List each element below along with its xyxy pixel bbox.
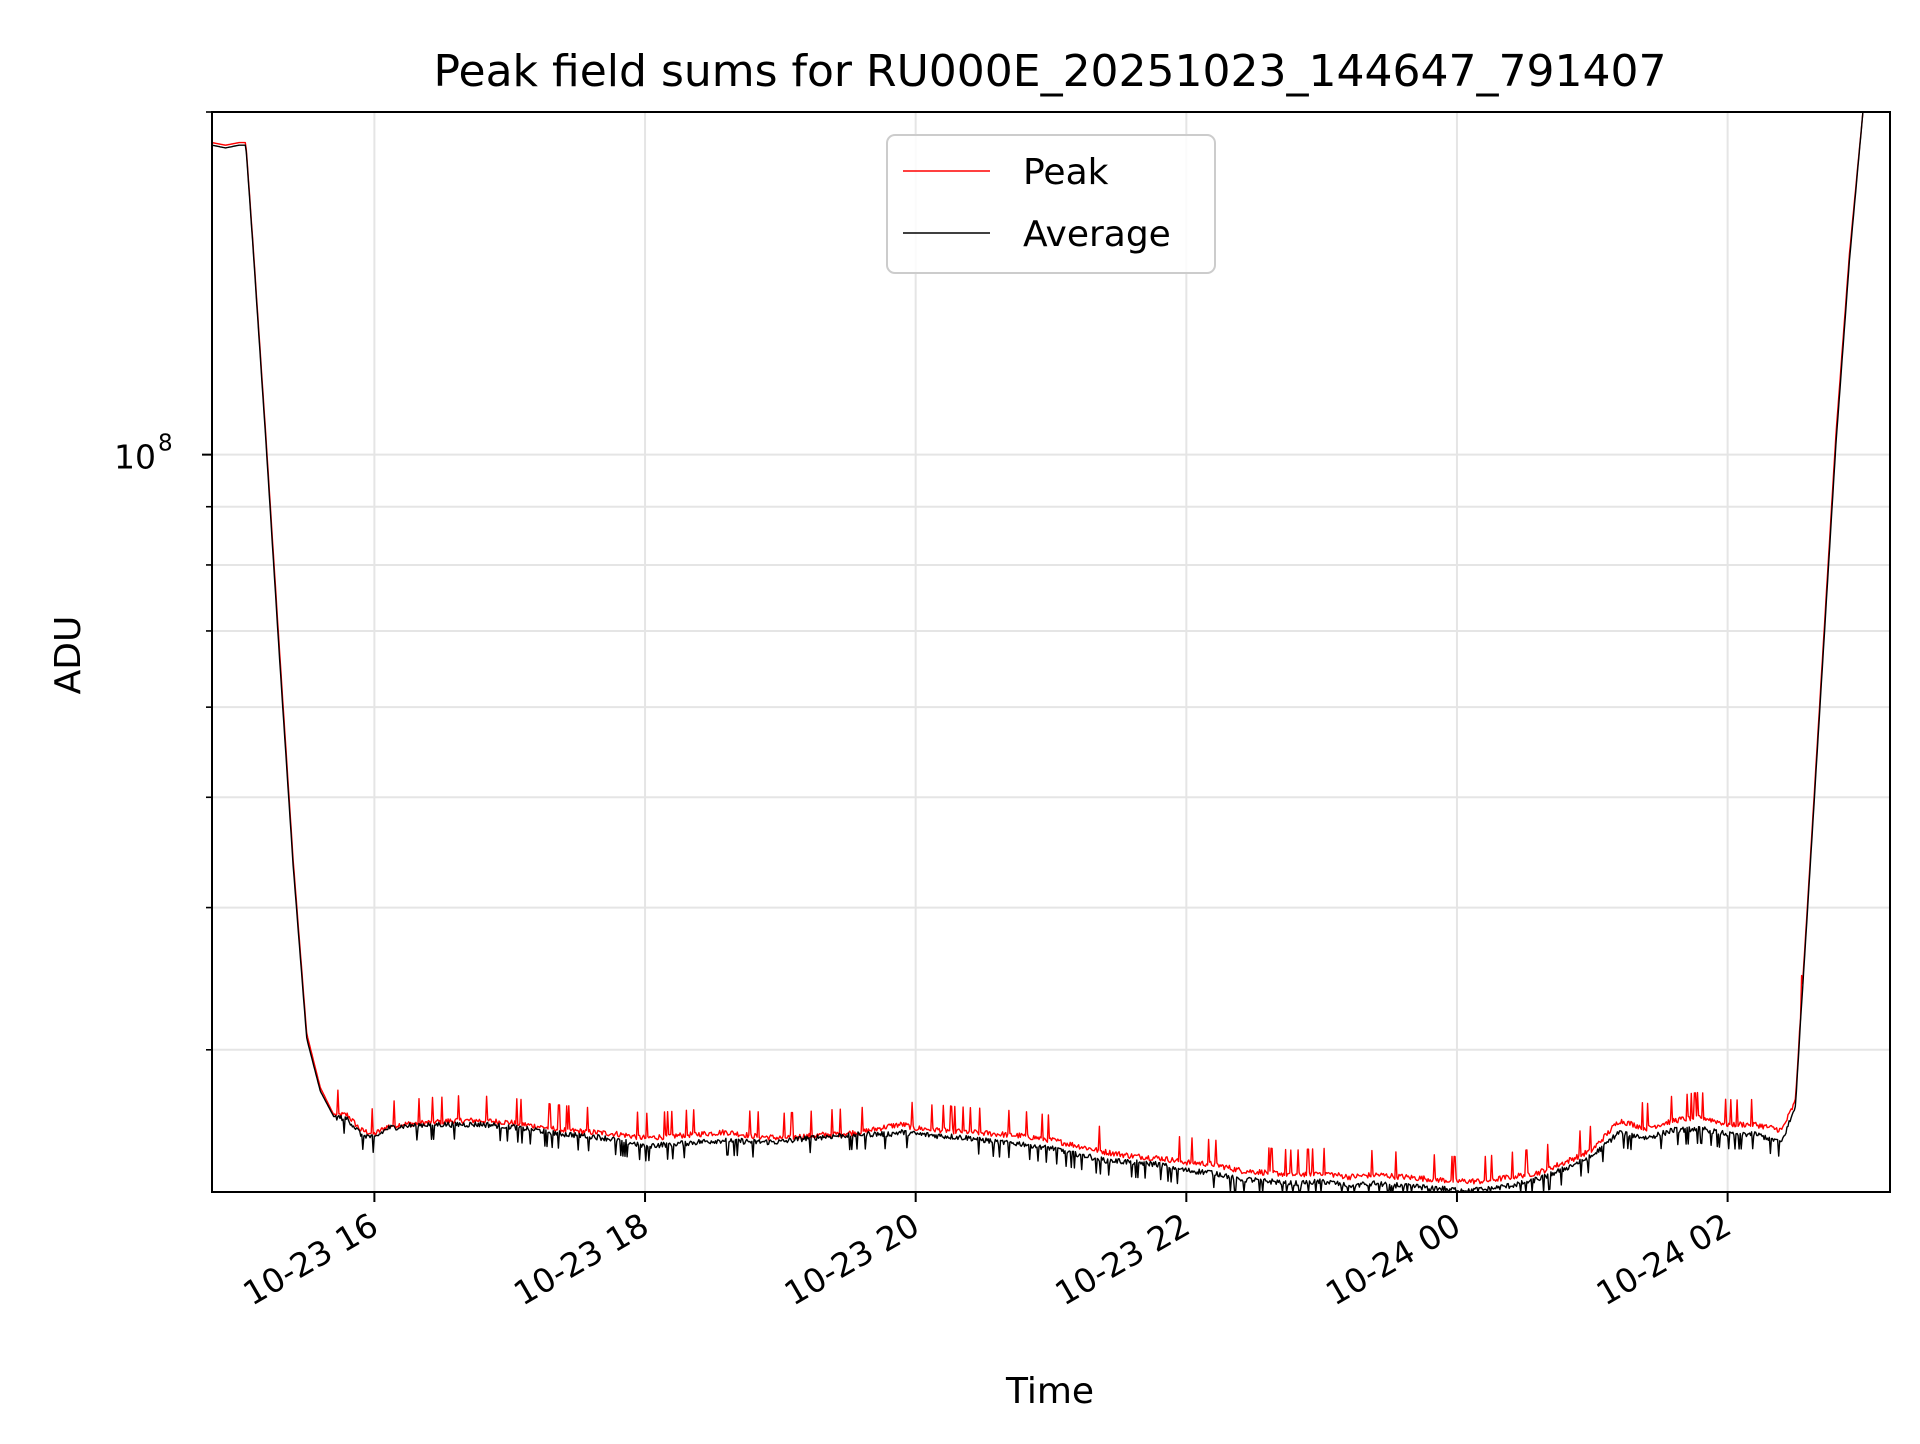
- series-average-line: [211, 111, 1877, 1193]
- legend: Peak Average: [886, 134, 1216, 274]
- series-peak-line: [211, 111, 1877, 1185]
- y-tick-exponent: 8: [158, 431, 173, 457]
- chart-title: Peak field sums for RU000E_20251023_1446…: [434, 46, 1667, 97]
- legend-box: [886, 134, 1216, 274]
- y-tick-label: 10: [114, 438, 156, 477]
- y-axis-label: ADU: [48, 616, 89, 695]
- legend-peak-label: Peak: [1023, 152, 1109, 193]
- x-axis-label: Time: [1005, 1371, 1094, 1412]
- series-group: [211, 111, 1877, 1193]
- legend-average-label: Average: [1023, 214, 1171, 255]
- plot-frame: [211, 111, 1891, 1193]
